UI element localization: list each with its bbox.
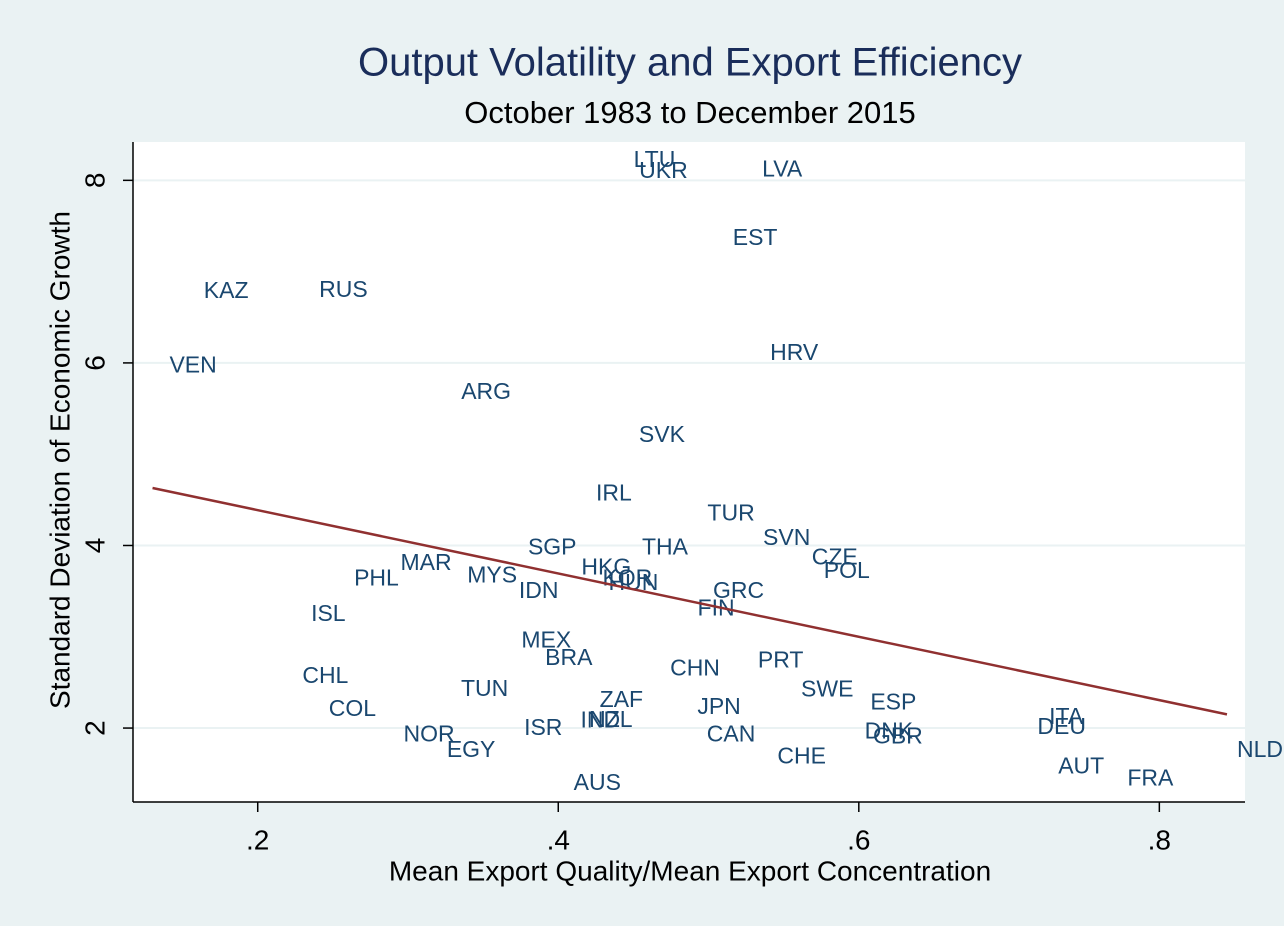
point-label: SWE bbox=[801, 676, 853, 702]
point-label: SGP bbox=[528, 533, 577, 559]
plot-area bbox=[133, 142, 1245, 802]
point-label: GBR bbox=[873, 722, 923, 748]
point-label: AUS bbox=[574, 769, 621, 795]
point-label: CHE bbox=[777, 742, 826, 768]
point-label: MEX bbox=[521, 626, 571, 652]
point-label: CAN bbox=[707, 720, 756, 746]
y-tick-label: 4 bbox=[79, 538, 110, 554]
point-label: AUT bbox=[1058, 752, 1104, 778]
point-label: COL bbox=[329, 695, 377, 721]
y-axis-label: Standard Deviation of Economic Growth bbox=[44, 211, 75, 709]
x-axis-label: Mean Export Quality/Mean Export Concentr… bbox=[389, 855, 991, 886]
point-label: MYS bbox=[467, 562, 517, 588]
point-label: CHN bbox=[670, 655, 720, 681]
point-label: DEU bbox=[1037, 713, 1086, 739]
point-label: UKR bbox=[639, 157, 688, 183]
point-label: JPN bbox=[697, 693, 740, 719]
x-tick-label: .2 bbox=[246, 824, 269, 855]
point-label: FRA bbox=[1127, 764, 1174, 790]
point-label: IDN bbox=[519, 577, 559, 603]
point-label: IRL bbox=[596, 479, 632, 505]
point-label: POL bbox=[824, 557, 870, 583]
point-label: ZAF bbox=[600, 686, 643, 712]
point-label: EGY bbox=[447, 736, 496, 762]
point-label: NZL bbox=[589, 706, 633, 732]
point-label: TUR bbox=[707, 500, 754, 526]
point-label: EST bbox=[733, 224, 778, 250]
point-label: RUS bbox=[319, 276, 368, 302]
point-label: NOR bbox=[403, 720, 454, 746]
y-tick-label: 6 bbox=[79, 355, 110, 371]
point-label: DNK bbox=[865, 718, 914, 744]
point-label: CHL bbox=[302, 662, 348, 688]
point-label: BRA bbox=[545, 644, 593, 670]
x-tick-label: .4 bbox=[547, 824, 570, 855]
point-label: CZE bbox=[812, 543, 858, 569]
x-tick-label: .8 bbox=[1148, 824, 1171, 855]
point-label: SVN bbox=[763, 524, 810, 550]
point-label: NLD bbox=[1237, 736, 1283, 762]
x-tick-label: .6 bbox=[847, 824, 870, 855]
point-label: ISL bbox=[311, 600, 346, 626]
point-label: LTU bbox=[634, 146, 676, 172]
point-label: IND bbox=[581, 707, 621, 733]
y-tick-label: 2 bbox=[79, 720, 110, 736]
point-label: PHL bbox=[354, 564, 399, 590]
point-label: HRV bbox=[770, 339, 819, 365]
point-label: KOR bbox=[602, 564, 652, 590]
point-label: HUN bbox=[608, 569, 658, 595]
point-label: TUN bbox=[461, 675, 508, 701]
chart-title: Output Volatility and Export Efficiency bbox=[358, 41, 1022, 85]
point-label: HKG bbox=[581, 553, 631, 579]
point-label: GRC bbox=[713, 577, 764, 603]
point-label: THA bbox=[642, 533, 689, 559]
point-label: PRT bbox=[758, 646, 804, 672]
point-label: LVA bbox=[762, 155, 803, 181]
y-tick-label: 8 bbox=[79, 173, 110, 189]
point-label: SVK bbox=[639, 421, 686, 447]
point-label: ITA bbox=[1049, 703, 1084, 729]
point-label: VEN bbox=[169, 352, 216, 378]
point-label: ISR bbox=[524, 714, 562, 740]
point-label: KAZ bbox=[204, 277, 249, 303]
point-label: ESP bbox=[870, 688, 916, 714]
point-label: ARG bbox=[461, 378, 511, 404]
chart-subtitle: October 1983 to December 2015 bbox=[464, 95, 916, 130]
point-label: MAR bbox=[400, 549, 451, 575]
fit-line bbox=[152, 486, 1228, 716]
